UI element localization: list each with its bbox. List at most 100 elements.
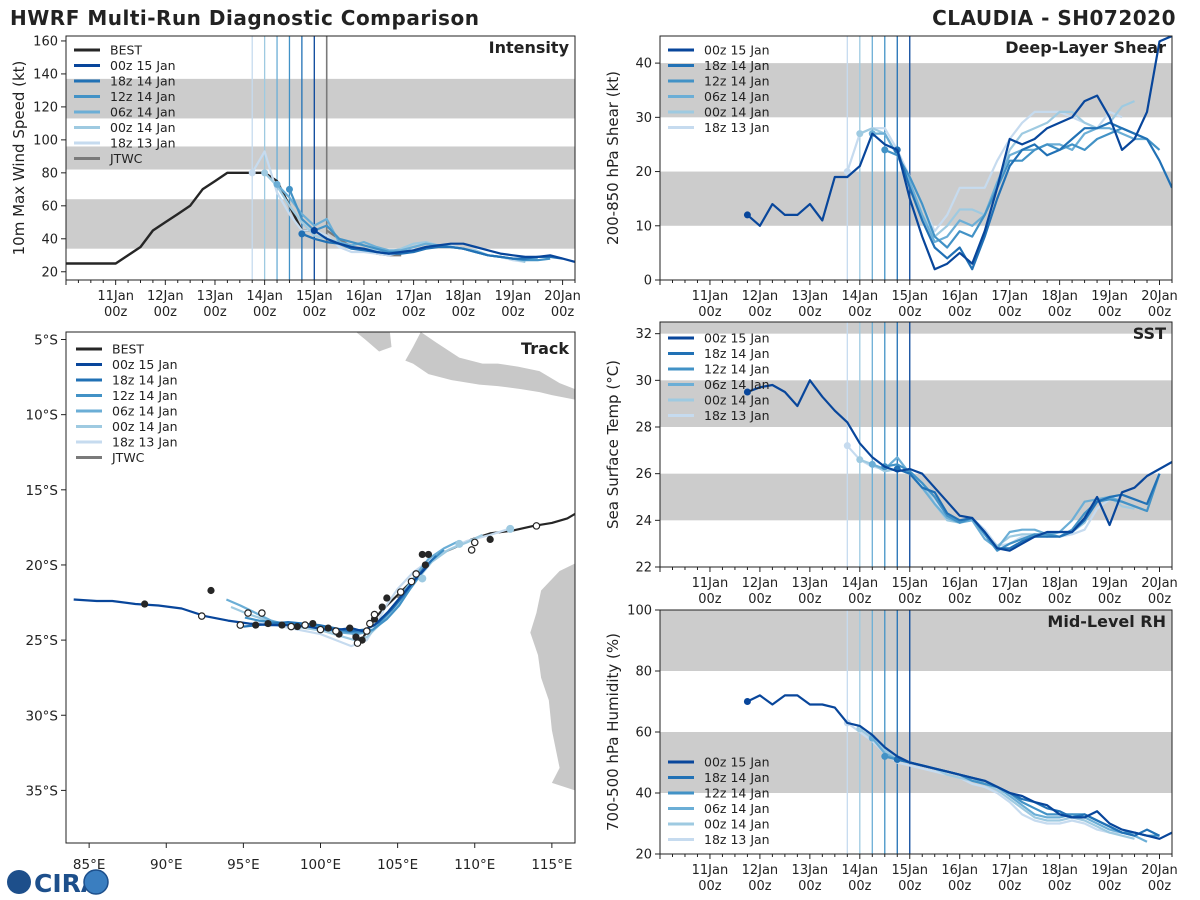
- x-tick-label-hour: 00z: [104, 305, 128, 320]
- x-tick-label-hour: 00z: [848, 592, 872, 607]
- y-tick-label: 40: [635, 787, 652, 802]
- x-tick-label-day: 17Jan: [991, 576, 1028, 591]
- track-best-marker-open: [244, 609, 252, 617]
- track-best-marker-open: [316, 625, 325, 634]
- track-best-marker-filled: [264, 619, 272, 628]
- legend-label-06z-14-jan: 06z 14 Jan: [704, 801, 770, 816]
- storm-id: CLAUDIA - SH072020: [932, 6, 1176, 30]
- legend-label-00z-15-jan: 00z 15 Jan: [704, 331, 770, 346]
- x-tick-label-day: 18Jan: [1041, 863, 1078, 878]
- x-tick-label-hour: 00z: [203, 305, 227, 320]
- x-tick-label-day: 12Jan: [742, 863, 779, 878]
- lon-tick-label: 85°E: [73, 857, 105, 873]
- legend-label-06z-14-jan: 06z 14 Jan: [110, 105, 176, 120]
- y-tick-label: 26: [635, 467, 652, 482]
- track-best-marker-open: [301, 621, 309, 629]
- noaa-seal-icon: [83, 869, 109, 895]
- init-point-12z-14-jan: [881, 146, 889, 154]
- x-tick-label-hour: 00z: [1048, 592, 1072, 607]
- x-tick-label-day: 16Jan: [941, 863, 978, 878]
- lon-tick-label: 100°E: [300, 857, 341, 873]
- land-mass: [405, 332, 575, 400]
- track-best-marker-filled: [207, 586, 215, 595]
- axes-frame: [659, 321, 1173, 568]
- x-tick-label-hour: 00z: [798, 305, 822, 320]
- track-best-marker-filled: [378, 603, 386, 611]
- panel-title: Deep-Layer Shear: [1005, 38, 1166, 57]
- x-tick-label-hour: 00z: [1098, 879, 1122, 894]
- track-best-marker-filled: [278, 621, 286, 629]
- lon-tick-label: 115°E: [531, 857, 572, 873]
- init-point-00z-15-jan: [743, 388, 751, 396]
- plot-area-intensity: [66, 36, 575, 280]
- series-line-18z-14-jan: [896, 121, 1172, 271]
- x-tick-label-day: 12Jan: [742, 289, 779, 304]
- x-tick-label-hour: 00z: [998, 305, 1022, 320]
- init-point-00z-15-jan: [743, 211, 751, 219]
- lat-tick-label: 15°S: [26, 483, 59, 499]
- legend-label-18z-13-jan: 18z 13 Jan: [112, 435, 178, 450]
- track-best-marker-open: [332, 627, 340, 635]
- x-tick-label-day: 11Jan: [692, 576, 729, 591]
- x-tick-label-hour: 00z: [848, 305, 872, 320]
- track-best-marker-open: [407, 577, 416, 586]
- x-tick-label-hour: 00z: [1148, 592, 1172, 607]
- series-line-12z-14-jan: [884, 127, 1161, 249]
- legend-label-18z-14-jan: 18z 14 Jan: [704, 770, 770, 785]
- x-tick-label-day: 17Jan: [991, 289, 1028, 304]
- init-point-12z-14-jan: [881, 752, 889, 760]
- x-tick-label-day: 13Jan: [792, 576, 829, 591]
- x-tick-label-hour: 00z: [948, 592, 972, 607]
- track-best-marker-open: [370, 610, 379, 619]
- y-tick-label: 60: [41, 199, 58, 214]
- plot-area-shear: [660, 36, 1172, 280]
- x-tick-label-hour: 00z: [452, 305, 476, 320]
- y-tick-label: 22: [635, 561, 652, 576]
- legend-label-12z-14-jan: 12z 14 Jan: [704, 362, 770, 377]
- panel-rh: 2040608010011Jan00z12Jan00z13Jan00z14Jan…: [604, 604, 1178, 895]
- x-tick-label-day: 17Jan: [991, 863, 1028, 878]
- panel-title: Track: [521, 339, 569, 358]
- init-point-00z-15-jan: [310, 227, 318, 235]
- legend-label-best: BEST: [112, 342, 144, 357]
- x-tick-label-hour: 00z: [748, 305, 772, 320]
- track-best-marker-open: [353, 639, 362, 647]
- x-tick-label-day: 14Jan: [842, 576, 879, 591]
- panel-title: SST: [1133, 324, 1166, 343]
- track-best-marker-filled: [418, 550, 426, 559]
- panel-track: 85°E 90°E 95°E 100°E 105°E 110°E 115°E 5°S 10°S 1…: [26, 331, 576, 873]
- series-line-00z-15-jan: [746, 36, 1172, 271]
- y-axis-label: 10m Max Wind Speed (kt): [10, 61, 28, 256]
- lat-tick-label: 10°S: [26, 408, 59, 424]
- legend-label-00z-15-jan: 00z 15 Jan: [112, 357, 178, 372]
- x-tick-label-day: 15Jan: [891, 863, 928, 878]
- y-tick-label: 100: [627, 604, 652, 619]
- legend-label-best: BEST: [110, 43, 142, 58]
- shaded-band: [66, 146, 575, 170]
- x-tick-label-day: 11Jan: [692, 289, 729, 304]
- legend-label-00z-14-jan: 00z 14 Jan: [704, 817, 770, 832]
- legend-label-18z-14-jan: 18z 14 Jan: [112, 373, 178, 388]
- legend-label-18z-14-jan: 18z 14 Jan: [110, 74, 176, 89]
- y-tick-label: 160: [33, 34, 58, 49]
- shaded-band: [66, 78, 575, 119]
- shaded-band: [660, 322, 1172, 334]
- legend-label-18z-13-jan: 18z 13 Jan: [704, 832, 770, 847]
- y-tick-label: 100: [33, 133, 58, 148]
- x-tick-label-day: 17Jan: [395, 289, 432, 304]
- legend-label-06z-14-jan: 06z 14 Jan: [112, 404, 178, 419]
- map-area: [73, 332, 575, 791]
- x-tick-label-day: 20Jan: [544, 289, 581, 304]
- x-tick-label-day: 20Jan: [1141, 863, 1178, 878]
- plot-area-rh: [660, 610, 1172, 854]
- x-tick-label-hour: 00z: [1048, 305, 1072, 320]
- track-forecast-marker: [455, 539, 464, 548]
- figure-title: HWRF Multi-Run Diagnostic Comparison: [10, 6, 480, 30]
- track-best-marker-open: [258, 609, 266, 617]
- legend-label-18z-14-jan: 18z 14 Jan: [704, 346, 770, 361]
- legend-label-00z-15-jan: 00z 15 Jan: [704, 43, 770, 58]
- init-point-18z-13-jan: [843, 168, 851, 176]
